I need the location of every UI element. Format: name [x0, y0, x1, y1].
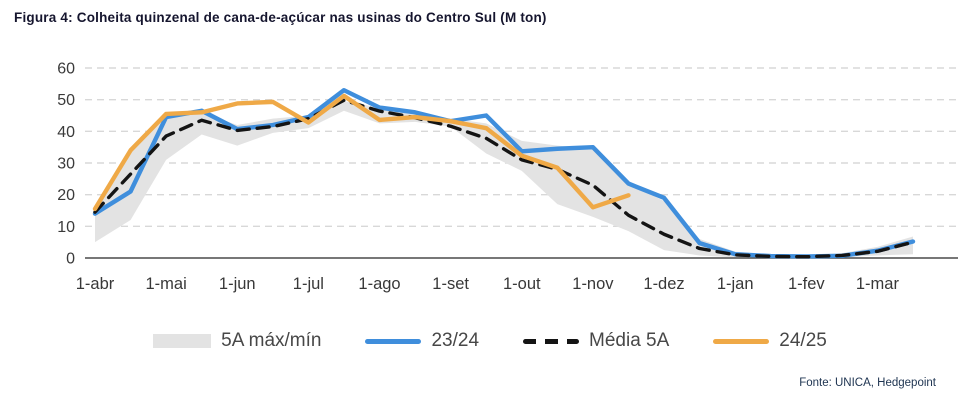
source-note: Fonte: UNICA, Hedgepoint — [799, 377, 936, 389]
svg-text:1-nov: 1-nov — [572, 275, 614, 293]
legend-label: 24/25 — [779, 330, 827, 351]
y-axis-labels: 0 10 20 30 40 50 60 — [57, 61, 75, 268]
svg-text:1-ago: 1-ago — [358, 275, 400, 293]
svg-text:1-out: 1-out — [503, 275, 541, 293]
legend-item-5a-max-min: 5A máx/mín — [153, 330, 321, 352]
series-24-25 — [92, 93, 631, 212]
svg-text:1-mar: 1-mar — [856, 275, 900, 293]
svg-text:1-dez: 1-dez — [643, 275, 684, 293]
legend: 5A máx/mín 23/24 Média 5A 24/25 — [0, 330, 980, 352]
legend-item-23-24: 23/24 — [365, 330, 479, 352]
legend-label: 23/24 — [431, 330, 480, 351]
svg-text:20: 20 — [57, 187, 75, 204]
svg-text:10: 10 — [57, 219, 75, 236]
legend-label: 5A máx/mín — [221, 330, 322, 351]
svg-text:1-jan: 1-jan — [717, 275, 754, 293]
legend-label: Média 5A — [589, 330, 670, 351]
dashed-line-swatch-icon — [523, 338, 580, 344]
legend-item-media-5a: Média 5A — [523, 330, 669, 352]
series-23-24 — [92, 87, 916, 259]
blue-line-swatch-icon — [365, 338, 422, 344]
svg-text:0: 0 — [66, 251, 75, 268]
chart-title: Figura 4: Colheita quinzenal de cana-de-… — [14, 10, 547, 25]
x-axis-labels: 1-abr 1-mai 1-jun 1-jul 1-ago 1-set 1-out 1-nov… — [76, 275, 900, 293]
svg-text:60: 60 — [57, 61, 75, 78]
band-swatch-icon — [153, 334, 212, 348]
svg-text:1-set: 1-set — [432, 275, 469, 293]
svg-text:1-fev: 1-fev — [788, 275, 825, 293]
svg-text:1-mai: 1-mai — [145, 275, 186, 293]
svg-text:1-jun: 1-jun — [219, 275, 256, 293]
svg-text:1-abr: 1-abr — [76, 275, 115, 293]
svg-text:40: 40 — [57, 124, 75, 141]
svg-text:50: 50 — [57, 92, 75, 109]
series-m-dia-5a — [93, 98, 915, 259]
svg-text:30: 30 — [57, 156, 75, 173]
orange-line-swatch-icon — [713, 338, 770, 344]
svg-text:1-jul: 1-jul — [293, 275, 324, 293]
legend-item-24-25: 24/25 — [713, 330, 827, 352]
